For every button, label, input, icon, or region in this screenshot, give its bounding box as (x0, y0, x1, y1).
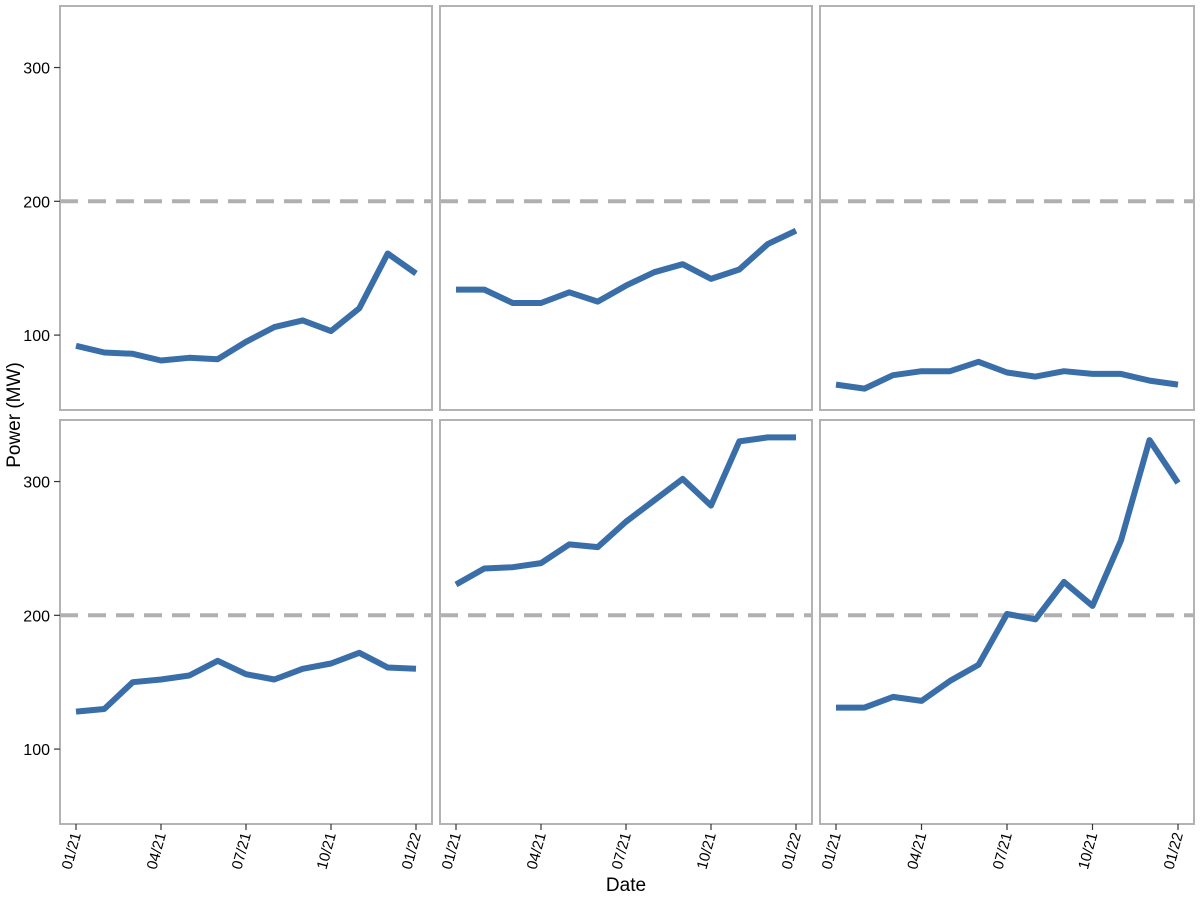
x-tick-label: 04/21 (904, 831, 930, 872)
y-tick-label: 200 (23, 194, 50, 211)
panel-3 (819, 5, 1195, 411)
x-tick-label: 01/22 (399, 831, 425, 872)
x-tick-label: 01/22 (1161, 831, 1187, 872)
y-tick-label: 100 (23, 742, 50, 759)
panel-border (439, 419, 813, 825)
y-axis: 100 200 300 100 200 300 (23, 61, 60, 759)
x-tick-label: 07/21 (609, 831, 635, 872)
x-tick-label: 10/21 (314, 831, 340, 872)
x-axis-title: Date (606, 875, 646, 896)
x-axis: 01/21 04/21 07/21 10/21 01/22 01/21 04/21 07/21… (59, 824, 1187, 871)
panel-4 (59, 419, 433, 825)
series-line (75, 250, 418, 364)
x-tick-label: 01/21 (59, 831, 85, 872)
y-tick-label: 200 (23, 608, 50, 625)
x-tick-label: 07/21 (229, 831, 255, 872)
series-line (835, 358, 1179, 392)
x-tick-label: 10/21 (694, 831, 720, 872)
panel-1 (59, 5, 433, 411)
x-tick-label: 01/21 (439, 831, 465, 872)
series-line (454, 434, 796, 588)
series-line (456, 227, 798, 306)
x-tick-label: 07/21 (990, 831, 1016, 872)
panel-5 (439, 419, 813, 825)
y-axis-title: Power (MW) (4, 362, 25, 468)
panel-6 (819, 419, 1195, 825)
panel-border (819, 5, 1195, 411)
x-tick-label: 01/21 (819, 831, 845, 872)
panel-2 (439, 5, 813, 411)
y-tick-label: 300 (23, 475, 50, 492)
y-tick-label: 100 (23, 328, 50, 345)
x-tick-label: 10/21 (1075, 831, 1101, 872)
panel-border (59, 419, 433, 825)
x-tick-label: 04/21 (144, 831, 170, 872)
panels-layer (59, 5, 1195, 825)
x-tick-label: 01/22 (779, 831, 805, 872)
x-tick-label: 04/21 (524, 831, 550, 872)
series-line (836, 437, 1181, 711)
y-tick-label: 300 (23, 61, 50, 78)
series-line (75, 649, 417, 715)
panel-border (439, 5, 813, 411)
panel-border (59, 5, 433, 411)
